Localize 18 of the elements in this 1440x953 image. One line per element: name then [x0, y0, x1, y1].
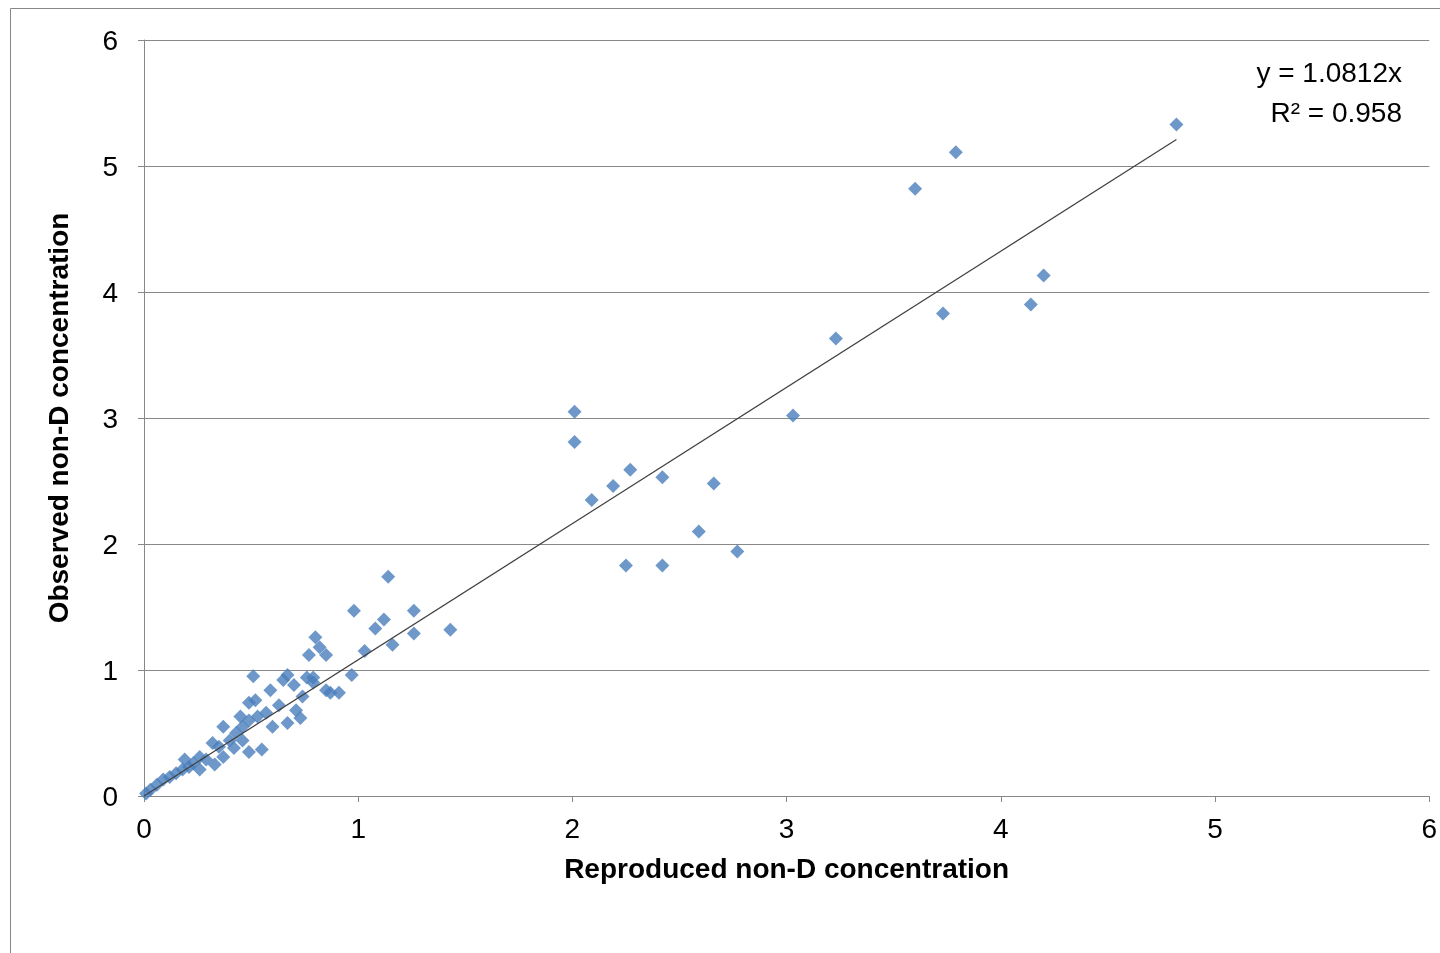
y-axis-title: Observed non-D concentration: [42, 212, 74, 624]
x-tick-label: 0: [136, 812, 152, 844]
x-tick-label: 6: [1421, 812, 1437, 844]
y-tick-label: 1: [102, 654, 118, 686]
y-tick-label: 4: [102, 276, 118, 308]
x-tick-label: 3: [778, 812, 795, 844]
y-tick-label: 3: [102, 402, 118, 434]
x-tick-label: 5: [1207, 812, 1223, 844]
x-tick-label: 2: [564, 812, 581, 844]
annotation: y = 1.0812x: [1256, 56, 1402, 88]
y-tick-label: 5: [102, 150, 118, 182]
x-tick-label: 1: [350, 812, 366, 844]
x-tick-label: 4: [993, 812, 1009, 844]
annotation: R² = 0.958: [1270, 96, 1402, 128]
y-tick-label: 0: [102, 780, 118, 812]
y-tick-label: 6: [102, 24, 118, 56]
x-axis-title: Reproduced non-D concentration: [564, 852, 1010, 884]
y-tick-label: 2: [102, 528, 118, 560]
